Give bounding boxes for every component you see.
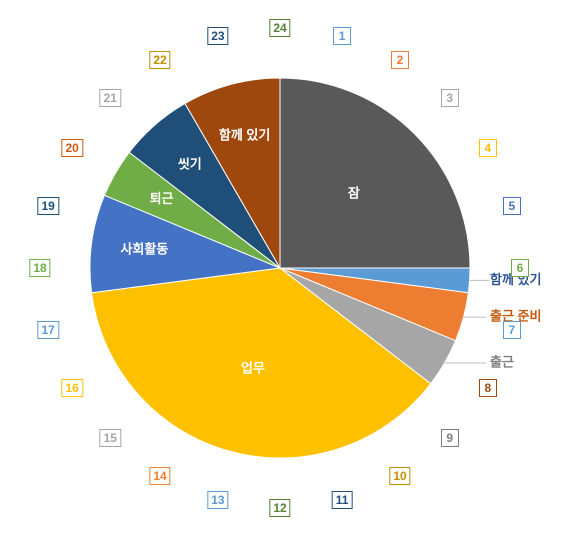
hour-marker: 4 <box>479 139 497 157</box>
hour-marker: 19 <box>37 197 58 215</box>
hour-marker: 23 <box>207 27 228 45</box>
pie-chart: 잠함께 있기출근 준비출근업무사회활동퇴근씻기함께 있기 12345678910… <box>0 0 583 536</box>
hour-marker: 11 <box>332 491 353 509</box>
hour-marker: 16 <box>61 379 82 397</box>
slice-label: 출근 <box>490 354 514 369</box>
hour-marker: 6 <box>511 259 529 277</box>
hour-marker: 7 <box>503 321 521 339</box>
pie-svg: 잠함께 있기출근 준비출근업무사회활동퇴근씻기함께 있기 <box>0 0 583 536</box>
hour-marker: 1 <box>333 27 351 45</box>
hour-marker: 22 <box>149 51 170 69</box>
hour-marker: 21 <box>100 89 121 107</box>
hour-marker: 14 <box>149 467 170 485</box>
hour-marker: 13 <box>207 491 228 509</box>
hour-marker: 18 <box>29 259 50 277</box>
hour-marker: 10 <box>389 467 410 485</box>
hour-marker: 17 <box>37 321 58 339</box>
hour-marker: 2 <box>391 51 409 69</box>
hour-marker: 15 <box>100 429 121 447</box>
hour-marker: 20 <box>61 139 82 157</box>
hour-marker: 8 <box>479 379 497 397</box>
hour-marker: 12 <box>269 499 290 517</box>
hour-marker: 5 <box>503 197 521 215</box>
hour-marker: 9 <box>441 429 459 447</box>
hour-marker: 24 <box>269 19 290 37</box>
hour-marker: 3 <box>441 89 459 107</box>
